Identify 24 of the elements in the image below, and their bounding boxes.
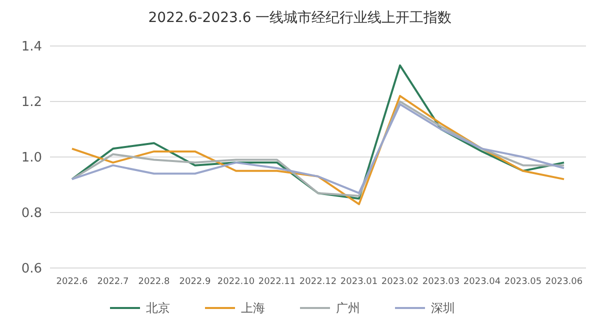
x-tick-label: 2023.06 [545,277,583,287]
x-tick-label: 2022.8 [138,277,170,287]
x-tick-label: 2022.7 [97,277,129,287]
y-tick-label: 1.0 [21,150,42,166]
x-tick-label: 2022.11 [258,277,296,287]
legend-label: 北京 [146,301,170,316]
x-tick-label: 2022.9 [179,277,212,287]
chart-title: 2022.6-2023.6 一线城市经纪行业线上开工指数 [148,10,452,26]
legend-label: 深圳 [431,301,455,316]
line-series [71,64,565,200]
x-tick-label: 2023.02 [381,277,419,287]
x-tick-label: 2023.01 [340,277,378,287]
x-tick-label: 2022.12 [299,277,337,287]
x-tick-label: 2022.6 [56,277,88,287]
x-tick-label: 2023.04 [463,277,501,287]
y-tick-label: 1.4 [21,40,42,55]
legend-label: 上海 [241,301,265,316]
legend-label: 广州 [336,301,360,316]
x-tick-label: 2023.05 [504,277,542,287]
y-tick-label: 0.6 [21,262,42,277]
y-tick-label: 0.8 [21,206,42,222]
x-tick-label: 2022.10 [217,277,255,287]
x-tick-label: 2023.03 [422,277,460,287]
y-tick-label: 1.2 [21,95,42,110]
